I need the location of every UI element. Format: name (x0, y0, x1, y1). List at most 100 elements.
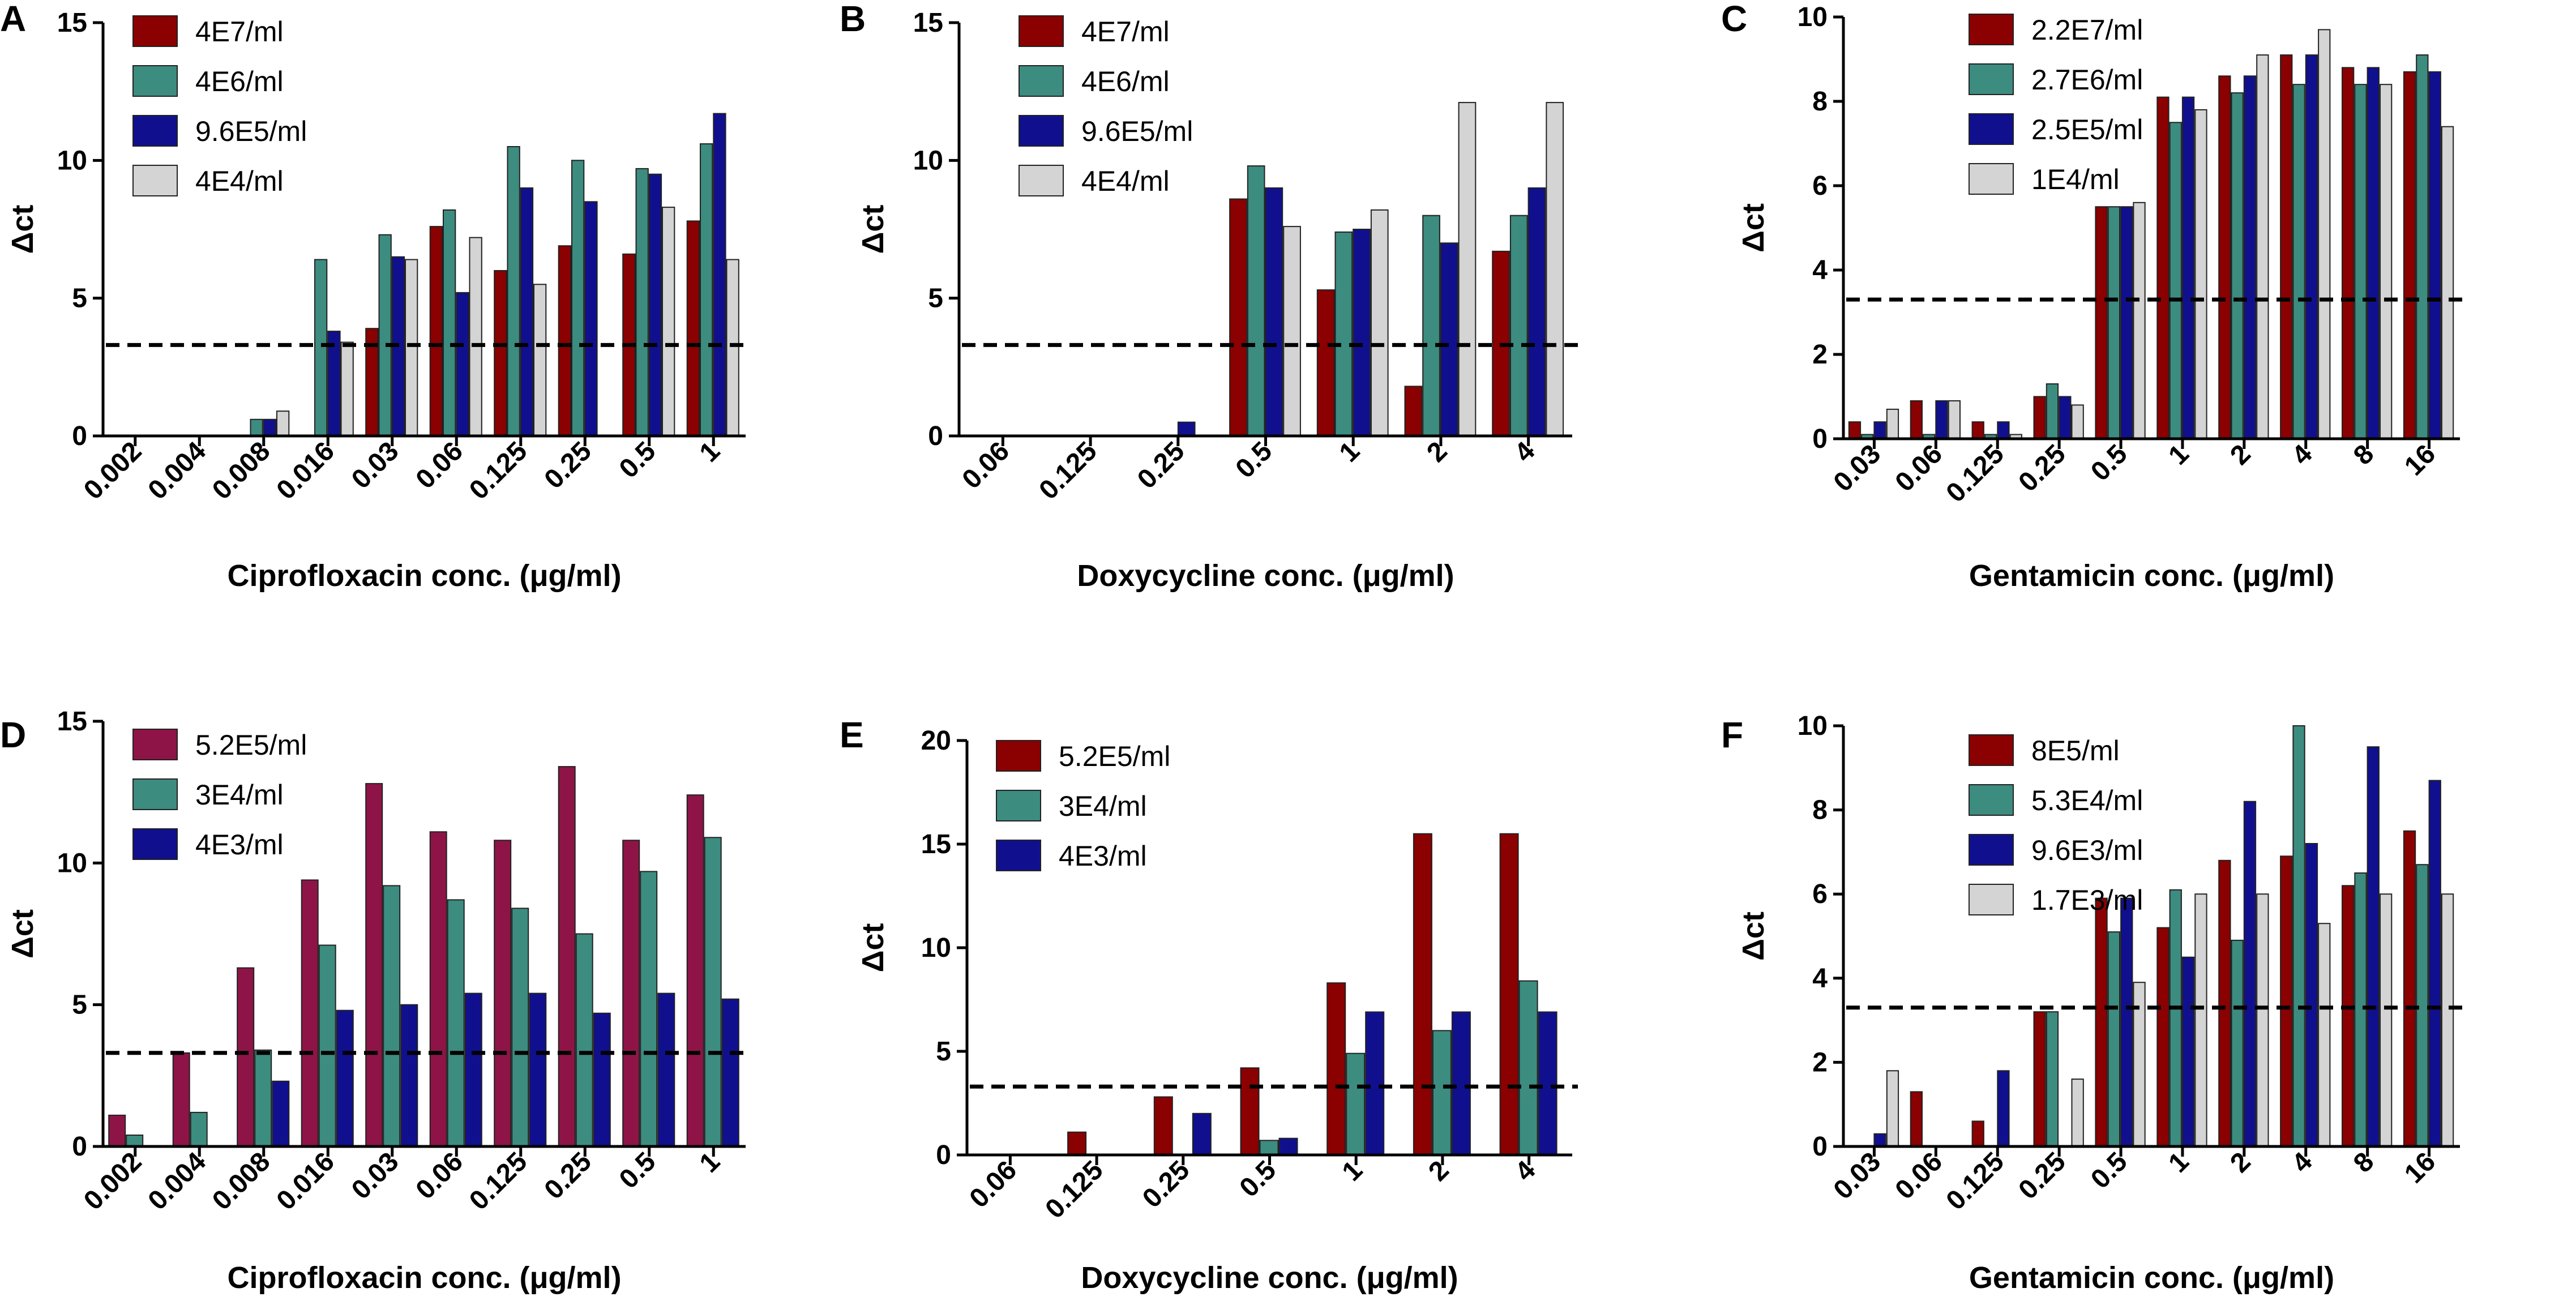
x-tick-label-a-1: 0.004 (143, 436, 212, 506)
bar-e-s1-c4 (1346, 1052, 1366, 1156)
x-tick-label-f-2: 0.125 (1941, 1146, 2010, 1216)
bar-c-s0-c4 (2095, 206, 2108, 439)
y-axis-title-d: Δct (6, 909, 40, 958)
x-tick-label-b-5: 2 (1421, 436, 1453, 468)
y-tick-label-c-4: 8 (1812, 87, 1828, 117)
legend-swatch-c-0 (1969, 14, 2014, 45)
bar-a-s1-c8 (635, 168, 649, 436)
bar-a-s1-c5 (443, 209, 456, 436)
legend-label-c-2: 2.5E5/ml (2031, 114, 2143, 145)
bars-c (1848, 29, 2454, 440)
y-tick-label-d-0: 0 (72, 1132, 87, 1162)
bar-b-s2-c2 (1177, 421, 1196, 437)
bar-d-s0-c2 (237, 967, 255, 1147)
legend-label-d-1: 3E4/ml (195, 779, 284, 811)
bar-c-s0-c7 (2280, 54, 2293, 440)
legend-swatch-d-2 (132, 828, 178, 860)
bar-f-s0-c3 (2033, 1011, 2046, 1147)
y-tick-label-d-1: 5 (72, 990, 87, 1020)
bars-a (250, 113, 739, 437)
bar-f-s3-c6 (2256, 893, 2269, 1147)
bar-b-s0-c4 (1316, 289, 1335, 436)
bar-c-s3-c1 (1948, 400, 1961, 439)
legend-label-f-2: 9.6E3/ml (2031, 834, 2143, 866)
bar-f-s3-c8 (2380, 893, 2393, 1147)
bar-c-s0-c0 (1848, 421, 1862, 440)
bar-c-s1-c4 (2107, 206, 2120, 439)
x-axis-title-a: Ciprofloxacin conc. (μg/ml) (227, 559, 621, 593)
bar-d-s2-c4 (400, 1004, 418, 1147)
panel-letter-a: A (0, 0, 26, 39)
bar-a-s2-c9 (713, 113, 726, 437)
x-axis-title-d: Ciprofloxacin conc. (μg/ml) (227, 1261, 621, 1295)
bar-c-s1-c7 (2292, 84, 2305, 439)
bar-d-s0-c5 (429, 831, 447, 1148)
bar-f-s3-c9 (2441, 893, 2454, 1147)
bar-d-s1-c0 (126, 1135, 144, 1147)
bar-b-s3-c4 (1370, 209, 1389, 436)
bar-e-s0-c5 (1413, 833, 1432, 1156)
x-tick-label-d-7: 0.25 (538, 1146, 597, 1205)
legend-label-a-3: 4E4/ml (195, 165, 284, 197)
bar-e-s2-c3 (1278, 1137, 1298, 1156)
y-tick-label-c-0: 0 (1812, 424, 1828, 454)
bar-f-s0-c1 (1910, 1091, 1923, 1148)
y-tick-label-e-0: 0 (936, 1140, 951, 1170)
bar-a-s2-c6 (520, 187, 534, 436)
legend-swatch-d-1 (132, 778, 178, 810)
x-axis-title-e: Doxycycline conc. (μg/ml) (1081, 1261, 1458, 1295)
bar-a-s1-c4 (378, 234, 392, 436)
bar-b-s3-c6 (1546, 102, 1564, 437)
bar-c-s2-c0 (1873, 421, 1886, 440)
x-tick-label-c-7: 4 (2286, 439, 2318, 471)
bar-d-s1-c8 (640, 871, 658, 1148)
bar-c-s0-c3 (2033, 396, 2046, 439)
legend-label-d-2: 4E3/ml (195, 829, 284, 861)
x-tick-label-f-8: 8 (2348, 1146, 2380, 1178)
bar-c-s1-c8 (2354, 84, 2367, 439)
panel-letter-c: C (1721, 0, 1747, 39)
y-tick-label-a-0: 0 (72, 421, 87, 451)
bar-a-s3-c2 (276, 410, 290, 437)
bar-c-s2-c7 (2305, 54, 2318, 440)
bar-e-s1-c6 (1518, 980, 1538, 1156)
legend-label-b-0: 4E7/ml (1081, 16, 1170, 48)
legend-swatch-d-0 (132, 729, 178, 760)
y-tick-label-f-2: 4 (1812, 964, 1828, 994)
bar-a-s3-c9 (726, 259, 739, 436)
bar-d-s0-c1 (172, 1052, 190, 1148)
bar-c-s3-c6 (2256, 54, 2269, 440)
bar-b-s2-c5 (1440, 242, 1458, 436)
y-tick-label-b-3: 15 (913, 8, 943, 38)
bar-d-s0-c3 (301, 879, 319, 1148)
y-tick-label-f-1: 2 (1812, 1047, 1828, 1077)
y-tick-label-e-1: 5 (936, 1037, 951, 1067)
bars-f (1873, 725, 2454, 1148)
x-tick-label-b-3: 0.5 (1230, 436, 1278, 484)
bar-f-s1-c3 (2046, 1011, 2059, 1147)
bar-a-s0-c6 (494, 270, 507, 436)
y-tick-label-b-1: 5 (928, 284, 943, 314)
panel-b: B 0 5 10 15 0.06 0.125 0.25 0.5 1 2 4 Δct Doxycycline… (840, 0, 1578, 593)
bar-f-s2-c9 (2428, 780, 2441, 1147)
bar-d-s0-c9 (686, 794, 704, 1147)
bar-b-s1-c5 (1422, 215, 1440, 436)
x-axis-title-f: Gentamicin conc. (μg/ml) (1969, 1261, 2334, 1295)
bar-a-s3-c5 (469, 237, 482, 436)
bar-e-s2-c2 (1192, 1112, 1212, 1156)
legend-swatch-e-0 (996, 740, 1041, 772)
panel-letter-f: F (1721, 714, 1743, 755)
legend-swatch-c-3 (1969, 163, 2014, 195)
bars-b (1177, 102, 1564, 437)
x-tick-label-c-4: 0.5 (2085, 439, 2133, 487)
bar-a-s1-c6 (507, 146, 520, 436)
legend-swatch-a-3 (132, 165, 178, 196)
y-tick-label-f-4: 8 (1812, 795, 1828, 825)
x-tick-label-e-5: 2 (1423, 1155, 1454, 1187)
bar-c-s3-c4 (2133, 202, 2146, 439)
bar-f-s0-c5 (2156, 927, 2170, 1147)
bar-e-s2-c5 (1451, 1011, 1471, 1156)
